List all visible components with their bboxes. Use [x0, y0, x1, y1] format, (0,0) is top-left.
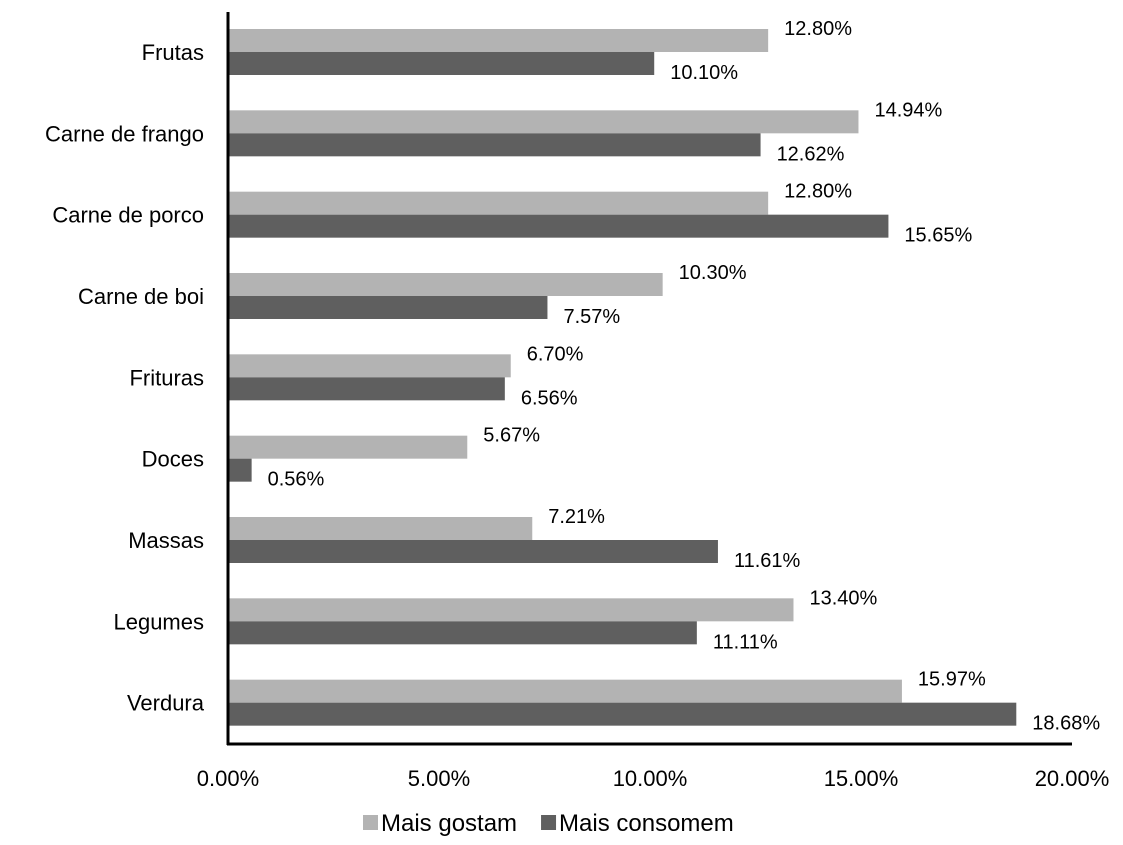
x-tick-label-4: 20.00%	[1035, 766, 1110, 791]
bar-mais-gostam-carne-de-boi	[228, 273, 663, 296]
data-label-mais-gostam-frutas: 12.80%	[784, 18, 852, 40]
data-label-mais-consomem-carne-de-boi: 7.57%	[563, 306, 620, 328]
legend-label-mais-consomem: Mais consomem	[559, 810, 734, 837]
bar-mais-gostam-massas	[228, 517, 533, 540]
bar-mais-consomem-massas	[228, 540, 718, 563]
bar-mais-consomem-carne-de-frango	[228, 133, 761, 157]
legend-swatch-mais-gostam	[363, 815, 378, 830]
data-label-mais-consomem-legumes: 11.11%	[713, 631, 778, 653]
data-label-mais-gostam-carne-de-boi: 10.30%	[679, 262, 747, 284]
category-label-carne-de-frango: Carne de frango	[45, 121, 204, 146]
category-label-carne-de-boi: Carne de boi	[78, 284, 204, 309]
legend-label-mais-gostam: Mais gostam	[381, 810, 517, 837]
bar-mais-consomem-doces	[228, 458, 252, 482]
category-label-carne-de-porco: Carne de porco	[52, 203, 204, 228]
category-label-massas: Massas	[128, 528, 204, 553]
legend: Mais gostam Mais consomem	[363, 810, 734, 837]
category-label-frutas: Frutas	[142, 40, 204, 65]
data-label-mais-gostam-massas: 7.21%	[548, 506, 605, 528]
bar-mais-gostam-doces	[228, 435, 468, 459]
data-label-mais-gostam-carne-de-porco: 12.80%	[784, 181, 852, 203]
data-label-mais-gostam-verdura: 15.97%	[918, 669, 986, 691]
data-label-mais-consomem-doces: 0.56%	[268, 469, 325, 491]
x-axis-tick-labels: 0.00% 5.00% 10.00% 15.00% 20.00%	[197, 766, 1110, 791]
category-label-doces: Doces	[142, 447, 204, 472]
bar-mais-consomem-frituras	[228, 377, 505, 401]
bar-mais-gostam-legumes	[228, 598, 794, 622]
category-label-verdura: Verdura	[127, 691, 205, 716]
data-label-mais-gostam-doces: 5.67%	[483, 425, 540, 447]
data-label-mais-gostam-frituras: 6.70%	[527, 343, 584, 365]
category-label-frituras: Frituras	[129, 365, 204, 390]
bars-layer	[228, 29, 1017, 726]
data-label-mais-consomem-verdura: 18.68%	[1032, 713, 1100, 735]
bar-mais-gostam-carne-de-porco	[228, 191, 769, 215]
data-label-mais-consomem-massas: 11.61%	[734, 550, 801, 572]
x-tick-label-2: 10.00%	[613, 766, 688, 791]
data-label-mais-consomem-carne-de-porco: 15.65%	[904, 225, 972, 247]
x-tick-label-0: 0.00%	[197, 766, 259, 791]
category-label-legumes: Legumes	[113, 609, 204, 634]
bar-mais-consomem-carne-de-boi	[228, 296, 548, 319]
legend-swatch-mais-consomem	[541, 815, 557, 830]
data-label-mais-gostam-legumes: 13.40%	[809, 587, 877, 609]
category-labels: Frutas Carne de frango Carne de porco Carne…	[45, 40, 205, 716]
data-label-mais-gostam-carne-de-frango: 14.94%	[874, 99, 942, 121]
data-labels: 12.80% 10.10% 14.94% 12.62% 12.80% 15.65% 10.3…	[268, 18, 1101, 735]
data-label-mais-consomem-frutas: 10.10%	[670, 62, 738, 84]
bar-mais-gostam-frutas	[228, 29, 769, 52]
bar-mais-consomem-carne-de-porco	[228, 214, 889, 238]
x-tick-label-3: 15.00%	[824, 766, 899, 791]
bar-mais-consomem-frutas	[228, 52, 655, 75]
bar-mais-gostam-frituras	[228, 354, 511, 378]
bar-mais-gostam-verdura	[228, 679, 902, 703]
bar-mais-gostam-carne-de-frango	[228, 110, 859, 134]
x-tick-label-1: 5.00%	[408, 766, 470, 791]
bar-mais-consomem-legumes	[228, 621, 697, 645]
data-label-mais-consomem-frituras: 6.56%	[521, 387, 578, 409]
bar-mais-consomem-verdura	[228, 702, 1017, 726]
data-label-mais-consomem-carne-de-frango: 12.62%	[777, 143, 845, 165]
